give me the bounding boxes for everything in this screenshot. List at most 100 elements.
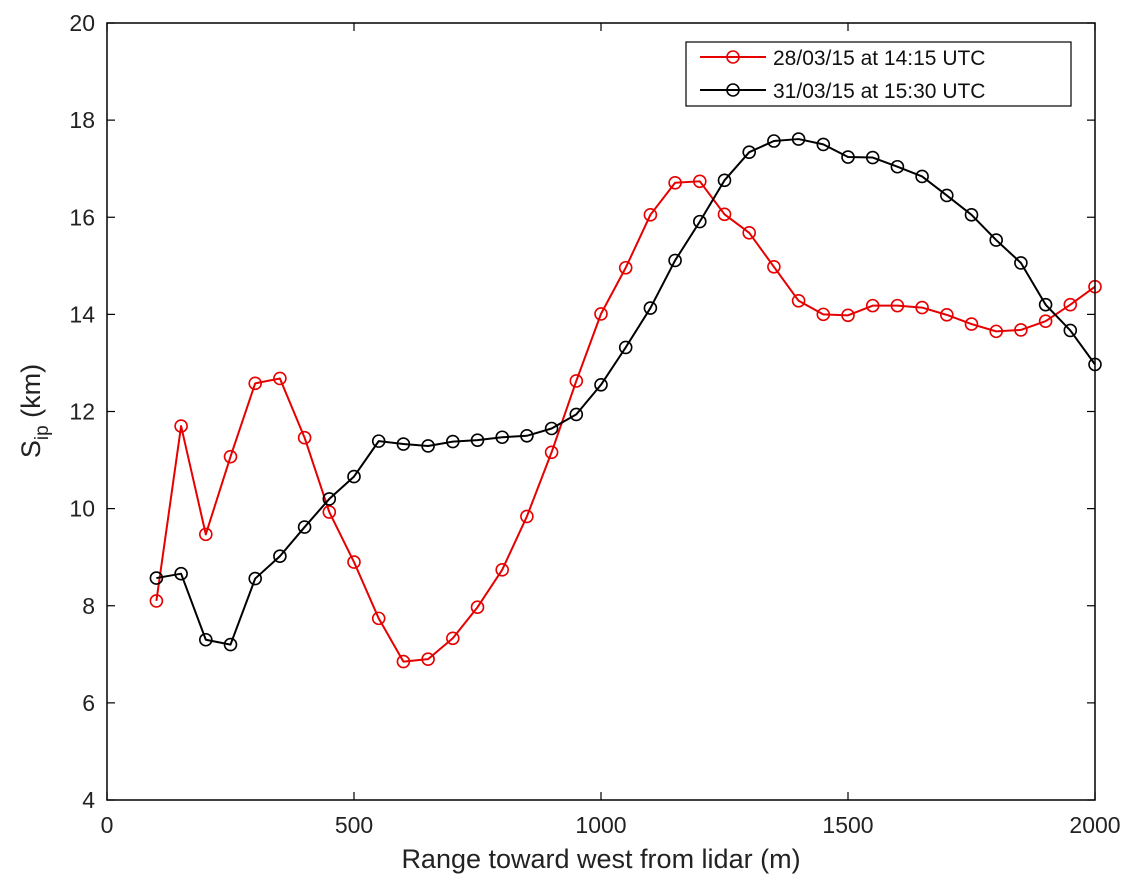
data-point xyxy=(371,434,386,448)
data-point xyxy=(816,307,831,322)
data-point xyxy=(297,520,312,534)
data-point xyxy=(791,293,806,308)
x-tick-label-3: 1500 xyxy=(822,812,873,838)
data-point xyxy=(594,307,608,321)
legend-box xyxy=(685,41,1072,107)
legend-label-2: 31/03/15 at 15:30 UTC xyxy=(773,80,985,103)
y-tick-label-1: 6 xyxy=(82,690,95,716)
data-point xyxy=(791,132,806,146)
data-point xyxy=(841,308,855,323)
data-point xyxy=(223,449,238,464)
data-point xyxy=(692,174,707,189)
data-point xyxy=(199,632,213,647)
y-tick-label-2: 8 xyxy=(82,593,95,619)
y-axis-label: Sip (km) xyxy=(16,364,53,458)
data-point xyxy=(174,566,188,581)
data-point xyxy=(223,637,238,652)
series-layer xyxy=(149,132,1102,669)
data-point xyxy=(668,175,682,190)
data-point xyxy=(668,253,682,268)
data-point xyxy=(865,150,880,165)
series-1 xyxy=(149,174,1102,669)
data-point xyxy=(495,563,510,577)
legend-item-2: 31/03/15 at 15:30 UTC xyxy=(700,80,985,103)
data-point xyxy=(520,509,534,524)
y-axis-label-main: S xyxy=(16,440,46,458)
plot-frame xyxy=(106,22,1096,801)
data-point xyxy=(273,549,287,564)
data-point xyxy=(890,159,905,174)
data-point xyxy=(989,233,1004,247)
data-point xyxy=(1014,323,1028,337)
data-point xyxy=(890,298,905,313)
data-point xyxy=(964,317,979,331)
y-axis-label-sub: ip xyxy=(32,425,53,440)
y-tick-label-8: 20 xyxy=(69,10,95,36)
data-point xyxy=(742,145,757,159)
legend-item-1: 28/03/15 at 14:15 UTC xyxy=(700,47,985,70)
y-tick-label-5: 14 xyxy=(69,301,95,327)
data-point xyxy=(520,428,534,443)
y-tick-label-4: 12 xyxy=(69,399,95,425)
data-point xyxy=(199,527,213,542)
data-point xyxy=(445,631,460,646)
data-point xyxy=(396,654,411,669)
data-point xyxy=(569,407,584,422)
data-point xyxy=(964,208,979,222)
data-point xyxy=(1038,314,1053,328)
data-point xyxy=(470,433,485,447)
data-point xyxy=(1063,323,1078,338)
data-point xyxy=(618,260,633,275)
data-point xyxy=(421,652,435,666)
data-point xyxy=(618,340,633,355)
series-line-2 xyxy=(156,138,1096,646)
data-point xyxy=(297,430,312,445)
y-axis-label-unit: (km) xyxy=(16,364,46,425)
data-point xyxy=(717,207,732,222)
x-tick-label-0: 0 xyxy=(101,812,114,838)
series-line-1 xyxy=(155,180,1096,663)
data-point xyxy=(865,298,880,313)
data-point xyxy=(1063,297,1078,312)
series-2 xyxy=(149,132,1102,652)
y-tick-label-6: 16 xyxy=(69,204,95,230)
data-point xyxy=(989,324,1004,339)
data-point xyxy=(717,173,732,188)
data-point xyxy=(569,374,584,388)
y-tick-label-7: 18 xyxy=(69,107,95,133)
x-tick-label-2: 1000 xyxy=(575,812,626,838)
legend-marker-2 xyxy=(726,83,740,97)
data-point xyxy=(742,225,757,240)
legend-label-1: 28/03/15 at 14:15 UTC xyxy=(773,47,985,70)
y-tick-label-0: 4 xyxy=(82,787,95,813)
data-point xyxy=(544,421,559,436)
x-tick-label-4: 2000 xyxy=(1069,812,1120,838)
data-point xyxy=(470,600,485,615)
data-point xyxy=(273,371,287,386)
x-tick-label-1: 500 xyxy=(335,812,373,838)
data-point xyxy=(1014,256,1028,270)
legend: 28/03/15 at 14:15 UTC 31/03/15 at 15:30 … xyxy=(685,41,1072,107)
x-axis-label: Range toward west from lidar (m) xyxy=(401,844,800,874)
data-point xyxy=(915,169,929,184)
data-point xyxy=(1038,297,1053,312)
data-point xyxy=(396,437,411,451)
axis-ticks: 0 500 1000 1500 2000 4 6 8 10 12 14 16 18 20 xyxy=(69,10,1120,838)
data-point xyxy=(322,505,337,519)
data-point xyxy=(421,439,435,453)
data-point xyxy=(544,445,559,460)
data-point xyxy=(347,469,361,484)
data-point xyxy=(149,594,164,608)
data-point xyxy=(939,188,954,203)
data-point xyxy=(149,571,164,585)
data-point xyxy=(767,259,781,274)
data-point xyxy=(767,134,781,148)
data-point xyxy=(248,376,262,391)
data-point xyxy=(692,214,707,229)
data-point xyxy=(594,377,608,392)
data-point xyxy=(322,492,337,506)
data-point xyxy=(643,301,658,315)
y-tick-label-3: 10 xyxy=(69,496,95,522)
data-point xyxy=(445,434,460,449)
